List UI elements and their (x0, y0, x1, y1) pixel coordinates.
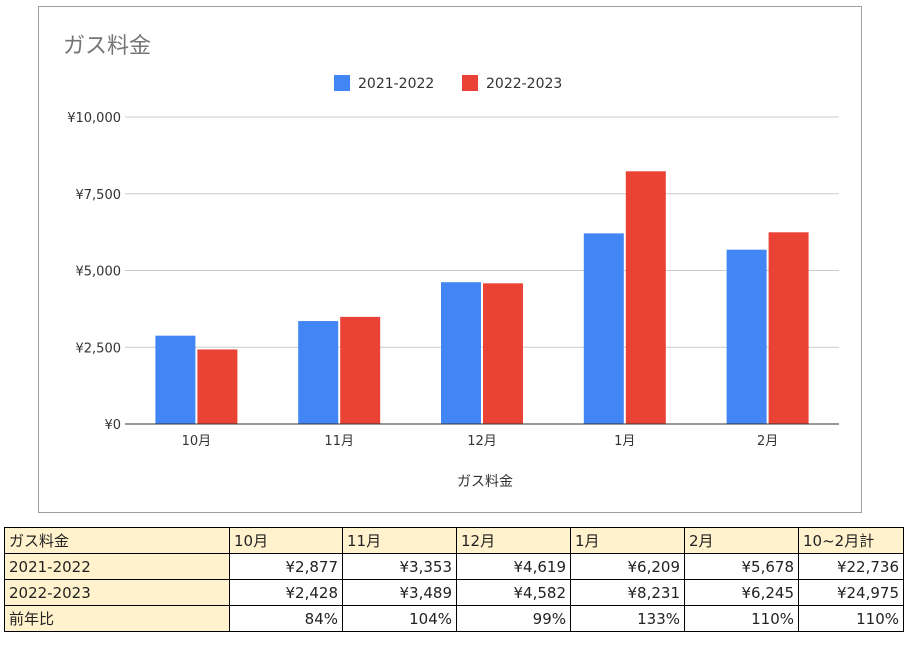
bar-2022-2023-1月 (625, 171, 666, 424)
x-tick-label: 12月 (467, 434, 497, 449)
table-cell: 104% (342, 605, 457, 632)
table-cell: ¥8,231 (570, 579, 685, 606)
table-header-cell: 2月 (684, 527, 799, 554)
legend-label-2022-2023: 2022-2023 (486, 76, 562, 92)
table-cell: ¥6,245 (684, 579, 799, 606)
legend: 2021-2022 2022-2023 (334, 75, 562, 92)
legend-swatch-2022-2023 (462, 75, 478, 91)
bar-2021-2022-11月 (298, 321, 339, 424)
table-row-label: 2022-2023 (4, 579, 230, 606)
bar-2021-2022-10月 (155, 335, 196, 424)
table-cell: 99% (456, 605, 571, 632)
table-cell: ¥2,877 (229, 553, 343, 580)
bar-2022-2023-12月 (483, 283, 523, 424)
gridlines (125, 116, 839, 348)
x-tick-label: 11月 (324, 434, 354, 449)
table-cell: ¥24,975 (798, 579, 904, 606)
table-header-cell: 1月 (570, 527, 685, 554)
bar-2022-2023-11月 (340, 316, 381, 424)
table-cell: ¥4,619 (456, 553, 571, 580)
table-cell: ¥4,582 (456, 579, 571, 606)
y-tick-label: ¥5,000 (76, 265, 122, 280)
y-axis-ticks: ¥0 ¥2,500 ¥5,000 ¥7,500 ¥10,000 (67, 111, 121, 433)
table-row: 2021-2022 ¥2,877 ¥3,353 ¥4,619 ¥6,209 ¥5,678 ¥… (4, 553, 904, 580)
y-tick-label: ¥10,000 (67, 111, 121, 126)
table-cell: ¥6,209 (570, 553, 685, 580)
table-row-label: 2021-2022 (4, 553, 230, 580)
table-row-label: 前年比 (4, 605, 230, 632)
bar-2022-2023-10月 (197, 349, 238, 424)
table-header-cell: 11月 (342, 527, 457, 554)
data-table: ガス料金 10月 11月 12月 1月 2月 10~2月計 2021-2022 ¥2,877 ¥3… (4, 527, 904, 632)
table-cell: ¥2,428 (229, 579, 343, 606)
bar-2021-2022-2月 (726, 249, 767, 424)
y-tick-label: ¥0 (104, 418, 121, 433)
table-cell: ¥3,353 (342, 553, 457, 580)
table-header-cell: 10月 (229, 527, 343, 554)
table-cell: 133% (570, 605, 685, 632)
table-cell: 110% (684, 605, 799, 632)
bar-chart: ガス料金 2021-2022 2022-2023 ¥0¥2,500¥5,000¥… (63, 34, 839, 490)
bar-2021-2022-12月 (441, 282, 481, 424)
table-header-cell: 10~2月計 (798, 527, 904, 554)
table-header-cell: 12月 (456, 527, 571, 554)
chart-container: ガス料金 2021-2022 2022-2023 ¥0 ¥2,500 ¥5,000 ¥… (38, 6, 862, 513)
bars (155, 171, 809, 424)
x-axis-title: ガス料金 (457, 474, 513, 490)
table-row: 2022-2023 ¥2,428 ¥3,489 ¥4,582 ¥8,231 ¥6,245 ¥… (4, 579, 904, 606)
bar-2021-2022-1月 (583, 233, 624, 424)
table-header-cell: ガス料金 (4, 527, 230, 554)
table-cell: 110% (798, 605, 904, 632)
x-tick-label: 10月 (182, 434, 212, 449)
y-tick-label: ¥2,500 (76, 341, 122, 356)
table-row: 前年比 84% 104% 99% 133% 110% 110% (4, 605, 904, 632)
bar-2022-2023-2月 (768, 232, 809, 424)
y-tick-label: ¥7,500 (76, 188, 122, 203)
table-cell: ¥22,736 (798, 553, 904, 580)
x-tick-label: 1月 (614, 434, 635, 449)
x-axis-ticks: 10月 11月 12月 1月 2月 (182, 434, 779, 449)
table-cell: ¥3,489 (342, 579, 457, 606)
table-cell: ¥5,678 (684, 553, 799, 580)
x-tick-label: 2月 (757, 434, 778, 449)
table-header-row: ガス料金 10月 11月 12月 1月 2月 10~2月計 (4, 527, 904, 554)
legend-label-2021-2022: 2021-2022 (358, 76, 434, 92)
chart-title: ガス料金 (63, 34, 151, 59)
legend-swatch-2021-2022 (334, 75, 350, 91)
table-cell: 84% (229, 605, 343, 632)
